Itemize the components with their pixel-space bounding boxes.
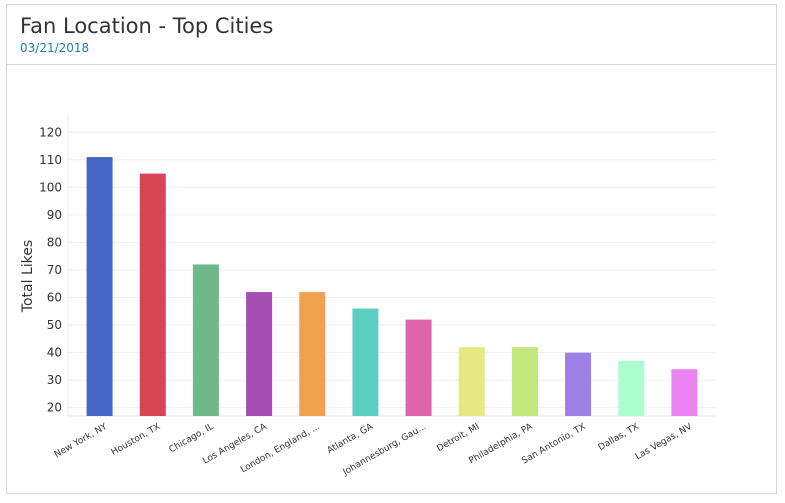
y-tick-label: 40: [47, 346, 62, 360]
bar: [192, 264, 219, 416]
y-tick-label: 50: [47, 318, 62, 332]
x-tick-label: New York, NY: [53, 422, 110, 460]
x-tick-label: Las Vegas, NV: [634, 422, 695, 463]
y-tick-label: 110: [39, 153, 62, 167]
bar: [246, 292, 273, 416]
bar: [139, 173, 166, 416]
bar: [352, 308, 379, 416]
y-tick-label: 70: [47, 263, 62, 277]
x-tick-label: Chicago, IL: [167, 422, 215, 455]
y-tick-label: 20: [47, 401, 62, 415]
y-tick-label: 30: [47, 373, 62, 387]
y-tick-label: 100: [39, 180, 62, 194]
x-tick-label: Houston, TX: [110, 422, 162, 458]
bar: [405, 319, 432, 416]
bar: [565, 352, 592, 416]
bar: [86, 157, 113, 416]
bar: [511, 347, 538, 416]
bar: [618, 360, 645, 416]
chart-card: Fan Location - Top Cities 03/21/2018: [6, 4, 777, 494]
y-tick-label: 80: [47, 235, 62, 249]
card-header: Fan Location - Top Cities 03/21/2018: [7, 5, 776, 65]
chart-date: 03/21/2018: [20, 41, 90, 55]
x-tick-label: Dallas, TX: [597, 422, 641, 453]
chart-title: Fan Location - Top Cities: [20, 14, 274, 38]
bar: [671, 369, 698, 416]
bar: [458, 347, 485, 416]
y-tick-label: 120: [39, 125, 62, 139]
y-tick-label: 90: [47, 208, 62, 222]
x-tick-label: Detroit, MI: [435, 422, 481, 454]
bar: [299, 292, 326, 416]
x-tick-label: Atlanta, GA: [326, 422, 376, 457]
y-tick-label: 60: [47, 291, 62, 305]
